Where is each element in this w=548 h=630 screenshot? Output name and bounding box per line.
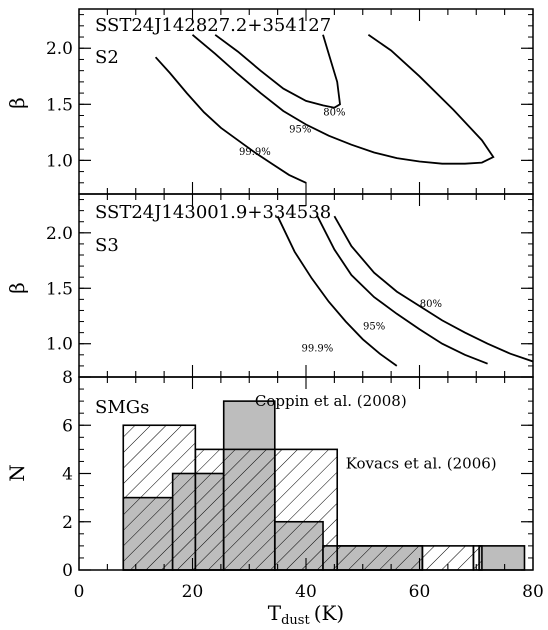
contour-label: 95% (289, 124, 311, 135)
histogram-series-labels: Coppin et al. (2008) Kovacs et al. (2006) (255, 392, 497, 473)
contour-line-95 (191, 34, 495, 165)
panel-smgs-tag: SMGs (95, 397, 149, 418)
contour-label: 80% (420, 299, 442, 310)
contour-line-80 (333, 215, 533, 363)
x-axis-title-unit: (K) (314, 601, 345, 625)
series-label: Coppin et al. (2008) (255, 392, 407, 410)
x-axis-title: Tdust (K) (268, 601, 344, 628)
kovacs-bar (336, 545, 424, 571)
x-axis-title-main: T (268, 601, 282, 625)
panel-s2-ticks: 1.0 1.5 2.0 (46, 9, 534, 195)
x-tick-label: 40 (295, 582, 317, 602)
panel-s2-ylabel: β (5, 97, 29, 109)
panel-s3-title: SST24J143001.9+334538 (95, 202, 331, 223)
y-tick-label: 0 (62, 561, 73, 581)
y-tick-label: 1.5 (46, 95, 73, 115)
series-label: Kovacs et al. (2006) (346, 455, 497, 473)
panel-s2-tag: S2 (95, 47, 119, 68)
panel-s3-ticks: 1.0 1.5 2.0 (46, 194, 534, 378)
y-tick-label: 1.5 (46, 279, 73, 299)
y-tick-label: 1.0 (46, 335, 73, 355)
y-tick-label: 2 (62, 513, 73, 533)
kovacs-bar (273, 448, 339, 571)
x-tick-label: 20 (182, 582, 204, 602)
y-tick-label: 6 (62, 416, 73, 436)
y-tick-label: 2.0 (46, 39, 73, 59)
x-tick-label: 0 (74, 582, 85, 602)
panel-s3: 80% 95% 99.9% 1.0 1.5 2.0 SST24J143001.9+334… (5, 193, 534, 378)
contour-label: 95% (363, 321, 385, 332)
kovacs-bar (194, 448, 225, 571)
panel-s3-contours: 80% 95% 99.9% (276, 215, 533, 367)
contour-line-80 (214, 34, 341, 109)
x-tick-label: 80 (522, 582, 544, 602)
contour-label: 80% (323, 108, 345, 119)
contour-line-999 (276, 215, 398, 367)
histogram-bars (122, 400, 526, 571)
panel-s2-contours: 80% 95% 99.9% (154, 34, 495, 184)
panel-s2: 80% 95% 99.9% 1.0 1.5 2.0 SST24J142827.2+354… (5, 8, 534, 195)
panel-smgs-ylabel: N (5, 464, 29, 482)
contour-label: 99.9% (239, 147, 271, 158)
coppin-bar (478, 545, 526, 571)
contour-label: 99.9% (302, 344, 334, 355)
x-tick-label: 60 (409, 582, 431, 602)
y-tick-label: 1.0 (46, 151, 73, 171)
y-tick-label: 4 (62, 465, 73, 485)
panel-s3-ylabel: β (5, 282, 29, 294)
contour-line-999 (154, 56, 307, 184)
kovacs-bar (472, 545, 483, 571)
kovacs-bar (122, 424, 197, 571)
kovacs-bar (222, 448, 276, 571)
panel-s3-tag: S3 (95, 235, 119, 256)
x-axis-title-sub: dust (281, 613, 310, 628)
contour-line-95 (316, 215, 488, 365)
panel-s2-title: SST24J142827.2+354127 (95, 15, 331, 36)
y-tick-label: 8 (62, 368, 73, 388)
y-tick-label: 2.0 (46, 224, 73, 244)
